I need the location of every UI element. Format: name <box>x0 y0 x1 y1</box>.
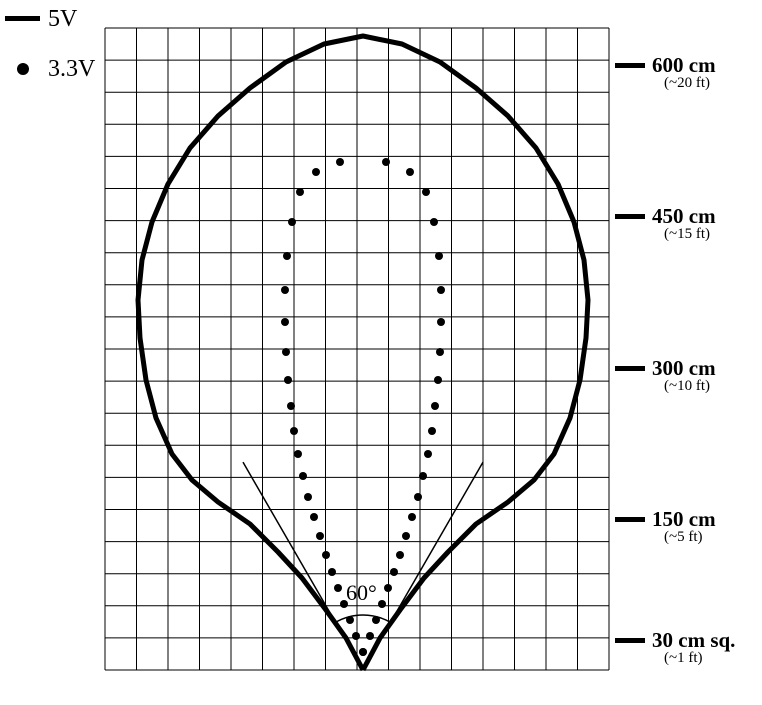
axis-tick <box>615 214 645 219</box>
axis-tick <box>615 366 645 371</box>
legend-3v3-dot <box>17 63 29 75</box>
svg-text:60°: 60° <box>346 580 377 605</box>
legend-5v-line <box>5 16 40 21</box>
axis-tick <box>615 517 645 522</box>
axis-tick <box>615 638 645 643</box>
axis-sublabel: (~10 ft) <box>664 378 710 395</box>
legend-5v-label: 5V <box>48 6 77 33</box>
sensor-range-chart: 60° 5V 3.3V 600 cm(~20 ft)450 cm(~15 ft)… <box>0 0 762 705</box>
axis-sublabel: (~1 ft) <box>664 650 703 667</box>
legend-3v3-label: 3.3V <box>48 56 95 83</box>
chart-svg: 60° <box>0 0 762 705</box>
axis-sublabel: (~5 ft) <box>664 529 703 546</box>
axis-tick <box>615 63 645 68</box>
axis-sublabel: (~20 ft) <box>664 75 710 92</box>
axis-sublabel: (~15 ft) <box>664 226 710 243</box>
